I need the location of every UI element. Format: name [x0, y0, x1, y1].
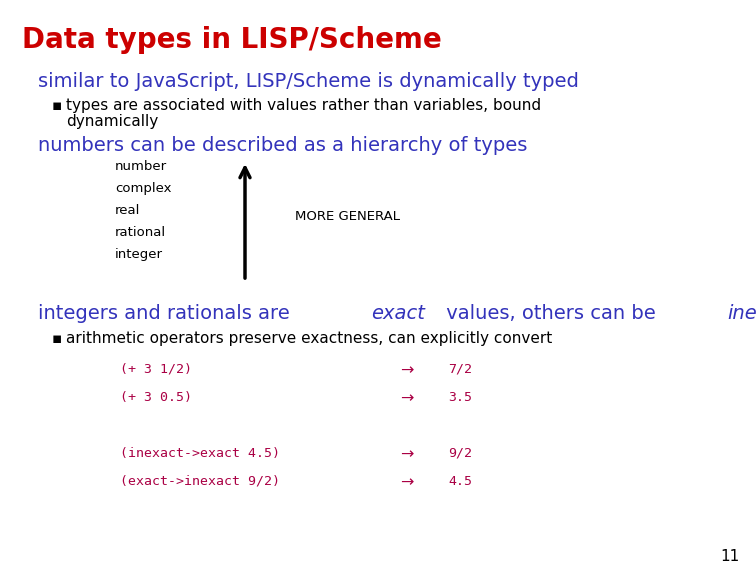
- Text: 9/2: 9/2: [448, 447, 472, 460]
- Text: (+ 3 1/2): (+ 3 1/2): [120, 363, 192, 376]
- Text: →: →: [400, 391, 414, 406]
- Text: ▪: ▪: [52, 98, 63, 113]
- Text: integer: integer: [115, 248, 163, 261]
- Text: dynamically: dynamically: [66, 114, 158, 129]
- Text: numbers can be described as a hierarchy of types: numbers can be described as a hierarchy …: [38, 136, 528, 155]
- Text: values, others can be: values, others can be: [441, 304, 662, 323]
- Text: →: →: [400, 475, 414, 490]
- Text: integers and rationals are: integers and rationals are: [38, 304, 296, 323]
- Text: 7/2: 7/2: [448, 363, 472, 376]
- Text: types are associated with values rather than variables, bound: types are associated with values rather …: [66, 98, 541, 113]
- Text: similar to JavaScript, LISP/Scheme is dynamically typed: similar to JavaScript, LISP/Scheme is dy…: [38, 72, 579, 91]
- Text: ▪: ▪: [52, 331, 63, 346]
- Text: (inexact->exact 4.5): (inexact->exact 4.5): [120, 447, 280, 460]
- Text: exact: exact: [371, 304, 425, 323]
- Text: rational: rational: [115, 226, 166, 239]
- Text: Data types in LISP/Scheme: Data types in LISP/Scheme: [22, 26, 442, 54]
- Text: 4.5: 4.5: [448, 475, 472, 488]
- Text: (+ 3 0.5): (+ 3 0.5): [120, 391, 192, 404]
- Text: real: real: [115, 204, 141, 217]
- Text: inexact: inexact: [727, 304, 756, 323]
- Text: →: →: [400, 363, 414, 378]
- Text: arithmetic operators preserve exactness, can explicitly convert: arithmetic operators preserve exactness,…: [66, 331, 552, 346]
- Text: MORE GENERAL: MORE GENERAL: [295, 210, 400, 222]
- Text: 3.5: 3.5: [448, 391, 472, 404]
- Text: complex: complex: [115, 182, 172, 195]
- Text: (exact->inexact 9/2): (exact->inexact 9/2): [120, 475, 280, 488]
- Text: number: number: [115, 160, 167, 173]
- Text: →: →: [400, 447, 414, 462]
- Text: 11: 11: [720, 549, 740, 564]
